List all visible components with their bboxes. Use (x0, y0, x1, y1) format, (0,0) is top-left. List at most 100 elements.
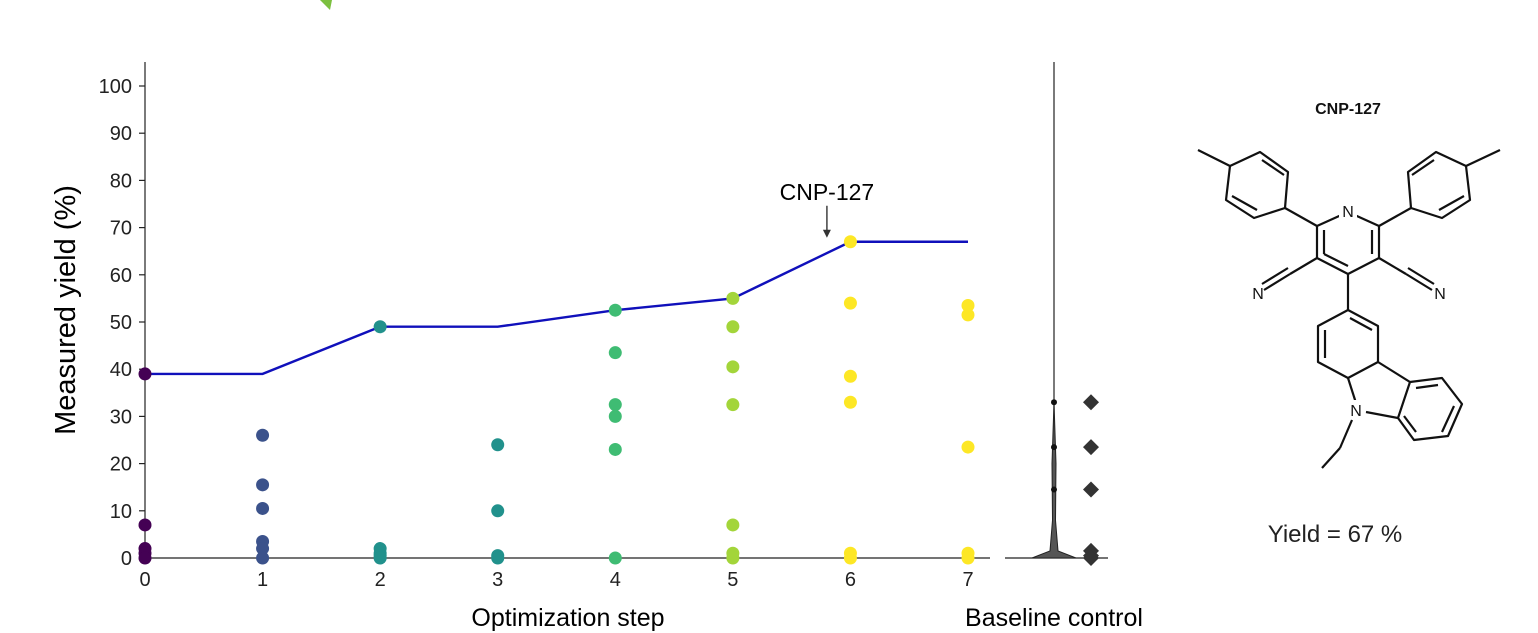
data-point (843, 395, 857, 409)
baseline-control-panel: Baseline control (965, 62, 1143, 632)
violin-point (1051, 399, 1057, 406)
left-tolyl-inner-1 (1231, 195, 1258, 211)
data-point (843, 235, 857, 249)
y-ticks: 0 10 20 30 40 50 60 70 80 90 100 (99, 76, 145, 570)
baseline-violin (1031, 399, 1077, 559)
left-nitrile-triple-b (1261, 267, 1289, 285)
carbazole-c-c-bond (1377, 361, 1411, 383)
data-point (843, 296, 857, 310)
right-methyl (1465, 149, 1501, 167)
data-point (256, 501, 270, 515)
decorative-corner-mark (320, 0, 332, 10)
data-point (491, 504, 505, 518)
data-point (256, 542, 270, 556)
right-tolyl-ring (1406, 150, 1472, 220)
n-label-bg (1339, 200, 1357, 220)
right-nitrile-n: N (1434, 286, 1446, 303)
carbazole-n-bg (1346, 400, 1364, 420)
data-point (256, 478, 270, 492)
x-axis-label: Optimization step (471, 604, 664, 632)
y-tick-label: 80 (110, 170, 132, 192)
y-tick-label: 100 (99, 76, 132, 98)
right-tolyl-inner-1 (1438, 195, 1465, 211)
right-nitrile-triple-a (1405, 273, 1433, 291)
violin-shape (1031, 402, 1077, 559)
baseline-diamonds (1083, 394, 1099, 566)
data-point (373, 320, 387, 334)
y-tick-label: 40 (110, 359, 132, 381)
data-point (138, 518, 152, 532)
data-point (138, 551, 152, 565)
y-tick-label: 20 (110, 454, 132, 476)
data-point (726, 518, 740, 532)
molecule-title: CNP-127 (1315, 101, 1381, 118)
right-nitrile-triple-b (1407, 267, 1435, 285)
y-tick-label: 70 (110, 218, 132, 240)
data-point (726, 551, 740, 565)
left-aryl-bond (1284, 207, 1318, 227)
data-point (608, 346, 622, 360)
data-point (608, 551, 622, 565)
data-point (961, 440, 975, 454)
baseline-diamond (1083, 481, 1099, 498)
violin-point (1051, 444, 1057, 451)
y-tick-label: 50 (110, 312, 132, 334)
x-tick-label: 4 (610, 569, 621, 591)
best-yield-line (145, 240, 968, 376)
carbazole-left-inner-2 (1349, 317, 1373, 331)
data-point (256, 428, 270, 442)
data-point (843, 551, 857, 565)
data-point (608, 409, 622, 423)
y-tick-label: 10 (110, 501, 132, 523)
data-point (726, 398, 740, 412)
baseline-label: Baseline control (965, 604, 1143, 632)
x-tick-label: 7 (962, 569, 973, 591)
pyridine-n-label: N (1342, 204, 1354, 221)
data-point (608, 398, 622, 412)
carbazole-n-label: N (1350, 403, 1362, 420)
y-tick-label: 30 (110, 406, 132, 428)
left-nitrile-n: N (1252, 286, 1264, 303)
data-point (373, 551, 387, 565)
left-nitrile-bond (1289, 257, 1318, 275)
carbazole-ring-right (1396, 376, 1464, 442)
left-nitrile-triple-a (1263, 273, 1291, 291)
x-tick-label: 3 (492, 569, 503, 591)
x-tick-label: 0 (139, 569, 150, 591)
y-tick-label: 90 (110, 123, 132, 145)
left-methyl (1197, 149, 1231, 167)
data-point (608, 303, 622, 317)
data-points (138, 235, 975, 565)
y-axis-label: Measured yield (%) (50, 185, 82, 435)
left-tolyl-inner-2 (1261, 159, 1285, 176)
data-point (961, 298, 975, 312)
data-point (138, 367, 152, 381)
data-point (256, 551, 270, 565)
cnp127-annotation: CNP-127 (780, 179, 874, 238)
carbazole-cn-bond-left (1346, 377, 1358, 404)
data-point (491, 438, 505, 452)
baseline-diamond (1083, 550, 1099, 566)
baseline-diamond (1083, 439, 1099, 456)
data-point (843, 369, 857, 383)
yield-caption: Yield = 67 % (1268, 521, 1403, 548)
x-tick-label: 2 (375, 569, 386, 591)
right-tolyl-inner-2 (1411, 159, 1435, 176)
carbazole-cn-bond-right (1365, 410, 1399, 420)
data-point (961, 308, 975, 322)
pyridine-double-bond-3 (1323, 253, 1349, 267)
data-point (491, 551, 505, 565)
data-point (608, 442, 622, 456)
carbazole-right-inner-1 (1415, 383, 1439, 390)
data-point (961, 551, 975, 565)
data-point (726, 360, 740, 374)
baseline-diamond (1083, 394, 1099, 411)
data-point (726, 320, 740, 334)
right-nitrile-bond (1378, 257, 1407, 275)
molecule-structure: CNP-127 N N N (1197, 101, 1501, 469)
pyridine-ring (1315, 210, 1381, 276)
left-tolyl-ring (1224, 150, 1290, 220)
x-tick-label: 6 (845, 569, 856, 591)
data-point (726, 291, 740, 305)
ethyl-bond-1 (1338, 419, 1354, 449)
